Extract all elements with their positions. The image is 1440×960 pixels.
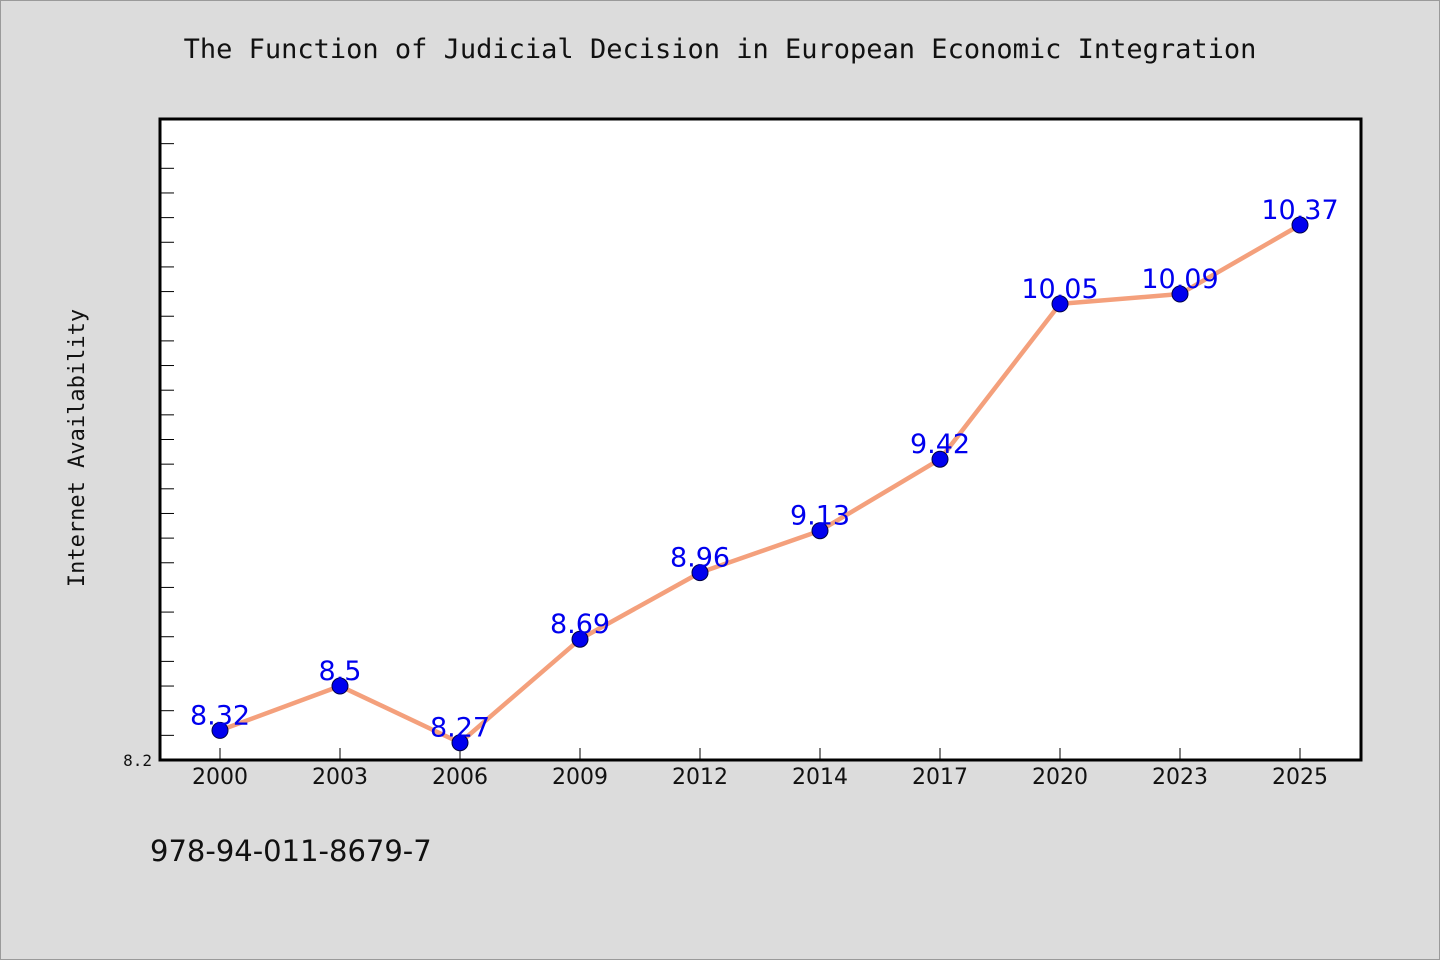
data-point: [691, 564, 709, 582]
data-point: [1051, 295, 1069, 313]
x-tick-label: 2000: [192, 765, 248, 790]
data-label: 9.42: [910, 429, 970, 460]
x-axis-ticks: 2000 2003 2006 2009 2012 2014 2017 2020 2023 2025: [192, 748, 1328, 790]
x-tick-label: 2003: [312, 765, 368, 790]
y-axis-label: Internet Availability: [65, 309, 90, 587]
data-point: [451, 734, 469, 752]
data-point: [211, 721, 229, 739]
isbn-text: 978-94-011-8679-7: [150, 834, 432, 868]
y-tick-label: 8.2: [123, 751, 152, 770]
x-tick-label: 2020: [1032, 765, 1088, 790]
data-label: 8.96: [670, 543, 730, 574]
plot-area: [158, 117, 1363, 762]
x-tick-label: 2023: [1152, 765, 1208, 790]
x-tick-label: 2012: [672, 765, 728, 790]
data-labels-group: 8.32 8.5 8.27 8.69 8.96 9.13 9.42 10.05 10.09 10.…: [190, 195, 1339, 744]
x-tick-label: 2025: [1272, 765, 1328, 790]
data-label: 8.32: [190, 700, 250, 731]
data-label: 9.13: [790, 501, 850, 532]
data-point: [811, 522, 829, 540]
series-group: [211, 216, 1309, 752]
data-point: [931, 450, 949, 468]
data-point: [331, 677, 349, 695]
data-label: 10.09: [1141, 264, 1218, 295]
series-line: [217, 222, 1303, 745]
y-axis-ticks: 8.2: [123, 143, 174, 770]
data-label: 10.37: [1261, 195, 1338, 226]
x-tick-label: 2017: [912, 765, 968, 790]
chart-title: The Function of Judicial Decision in Eur…: [183, 34, 1257, 65]
x-tick-label: 2009: [552, 765, 608, 790]
data-point: [1291, 216, 1309, 234]
data-label: 8.5: [319, 656, 362, 687]
data-point: [571, 630, 589, 648]
data-point: [1171, 285, 1189, 303]
data-label: 8.69: [550, 609, 610, 640]
x-tick-label: 2014: [792, 765, 848, 790]
x-tick-label: 2006: [432, 765, 488, 790]
data-label: 8.27: [430, 713, 490, 744]
data-label: 10.05: [1021, 274, 1098, 305]
